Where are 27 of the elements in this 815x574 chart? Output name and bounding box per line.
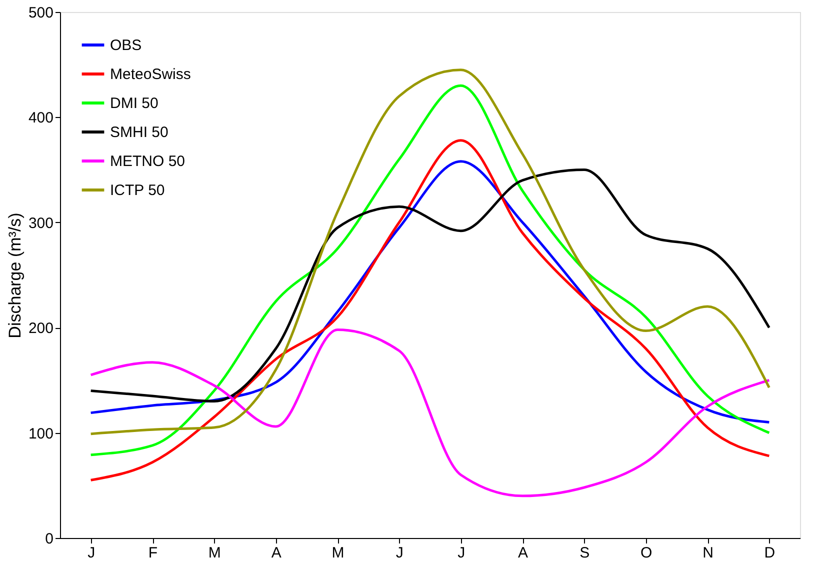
x-tick-label: J <box>88 544 96 562</box>
x-tick-label: N <box>702 544 714 562</box>
legend-label: MeteoSwiss <box>110 66 191 83</box>
x-tick-label: A <box>518 544 528 562</box>
y-tick-label: 200 <box>28 320 54 338</box>
x-tick-label: J <box>396 544 404 562</box>
y-tick-label: 100 <box>28 425 54 442</box>
x-tick-label: M <box>332 544 344 562</box>
x-tick-label: D <box>764 544 776 562</box>
legend-label: METNO 50 <box>110 153 186 170</box>
y-tick-label: 300 <box>28 214 54 232</box>
y-tick-label: 0 <box>45 530 54 548</box>
x-tick-label: F <box>148 544 158 562</box>
legend-label: DMI 50 <box>110 95 158 112</box>
x-tick-label: M <box>208 544 221 562</box>
legend-label: SMHI 50 <box>110 124 168 141</box>
x-tick-label: O <box>640 544 652 562</box>
legend-label: ICTP 50 <box>110 182 165 199</box>
line-series <box>90 328 770 498</box>
legend-label: OBS <box>110 37 142 54</box>
line-series <box>90 139 770 482</box>
y-tick-label: 400 <box>28 110 54 127</box>
y-axis-title: Discharge (m³/s) <box>5 212 24 338</box>
x-tick-label: J <box>458 544 466 562</box>
x-tick-label: A <box>271 544 282 562</box>
y-tick-label: 500 <box>28 4 54 22</box>
x-tick-label: S <box>580 544 590 562</box>
